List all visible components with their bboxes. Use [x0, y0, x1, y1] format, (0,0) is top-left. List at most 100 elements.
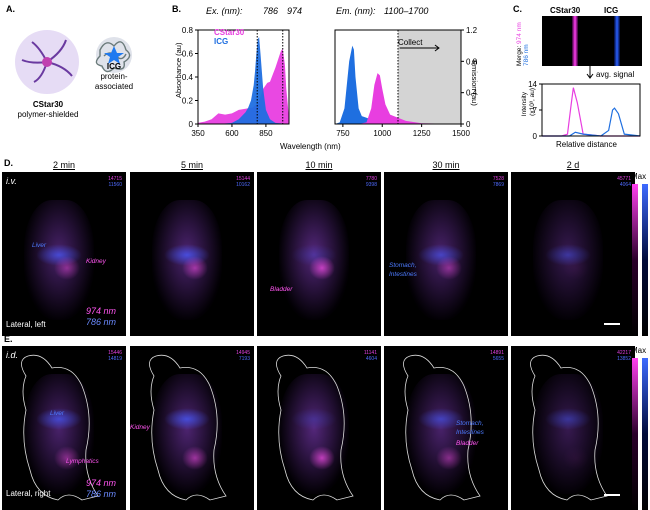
em-ytick: 0.8	[466, 57, 478, 66]
view-label: Lateral, left	[6, 320, 46, 329]
icg-star-icon	[104, 46, 124, 64]
em-label: Em. (nm):	[336, 6, 376, 16]
organ-liver: Liver	[32, 242, 47, 249]
profile-974-nm	[542, 87, 640, 137]
em-ytick: 0.4	[466, 89, 478, 98]
abs-ytick: 0.4	[182, 73, 194, 82]
mouse-outline	[403, 354, 481, 501]
c-ylabel2: (x10³, au)	[529, 88, 536, 116]
absorbance-series-cstar30	[198, 48, 289, 124]
c-ytick: 14	[528, 80, 537, 89]
count-786: 11560	[108, 182, 122, 188]
colorbar-max-label: Max	[631, 346, 647, 355]
timepoint-header: 2 d	[566, 160, 580, 170]
panel-c-chart: 0 7 14	[528, 80, 641, 141]
rowE-image-4: 42217 13852	[511, 346, 635, 510]
abs-ytick: 0.8	[182, 26, 194, 35]
abs-xtick: 850	[259, 129, 273, 138]
organ-kidney: Kidney	[86, 258, 106, 265]
count-974: 7528	[492, 176, 504, 182]
colorbar-974	[632, 358, 638, 510]
wavelength-974: 974 nm	[86, 478, 117, 488]
icg-sub1: protein-	[100, 72, 128, 81]
count-974: 45771	[617, 176, 631, 182]
intensity-counts: 42217 13852	[617, 350, 631, 362]
cstar30-sub: polymer-shielded	[17, 110, 79, 119]
abs-ytick: 0.2	[182, 97, 194, 106]
rowD-image-1: 15144 10162	[130, 172, 254, 336]
em-xtick: 1500	[452, 129, 470, 138]
rowE-image-0: 15446 14819	[2, 346, 126, 510]
rowE-image-1: 14945 7193	[130, 346, 254, 510]
rowD-image-3: 7528 7869	[384, 172, 508, 336]
icg-sub2: associated	[94, 82, 134, 91]
count-786: 4604	[365, 356, 377, 362]
organ-intestines: Intestines	[389, 271, 417, 278]
route-label: i.d.	[6, 350, 19, 360]
ex-label: Ex. (nm):	[206, 6, 243, 16]
scale-bar	[604, 323, 620, 325]
ex-786: 786	[263, 6, 279, 16]
abs-ytick: 0	[189, 120, 194, 129]
abs-ytick: 0.6	[182, 50, 194, 59]
abs-xtick: 600	[225, 129, 239, 138]
wavelength-974: 974 nm	[86, 306, 117, 316]
panel-c-label: C.	[513, 4, 522, 14]
emission-series-icg	[335, 45, 461, 124]
count-974: 14891	[490, 350, 504, 356]
intensity-counts: 45771 4064	[617, 176, 631, 188]
rowE-image-3: 14891 5655	[384, 346, 508, 510]
intensity-counts: 15446 14819	[108, 350, 122, 362]
organ-kidney: Kidney	[130, 424, 150, 431]
panel-b-chart: 0 0.2 0.4 0.6 0.8 350 600 850 0 0.4 0.8 1.2 750 1000…	[182, 26, 478, 138]
count-974: 15446	[108, 350, 122, 356]
count-786: 7869	[492, 182, 504, 188]
c-frame	[541, 83, 641, 137]
wavelength-786: 786 nm	[86, 489, 117, 499]
organ-bladder: Bladder	[456, 440, 479, 447]
colorbar-786	[642, 358, 648, 510]
intensity-counts: 11141 4604	[364, 350, 377, 362]
b-xlabel: Wavelength (nm)	[280, 142, 341, 151]
collect-arrow-icon	[434, 44, 440, 52]
count-974: 11141	[363, 350, 377, 356]
em-xtick: 1250	[413, 129, 431, 138]
collect-label: Collect	[398, 38, 423, 47]
c-col2: ICG	[604, 6, 619, 15]
count-974: 42217	[617, 350, 631, 356]
intensity-counts: 15144 10162	[236, 176, 250, 188]
em-xtick: 750	[336, 129, 350, 138]
collection-window	[398, 30, 461, 124]
em-ytick: 1.2	[466, 26, 478, 35]
wavelength-786: 786 nm	[86, 317, 117, 327]
rowD-image-4: 45771 4064	[511, 172, 635, 336]
count-786: 9398	[365, 182, 377, 188]
down-arrow-icon	[586, 66, 594, 79]
b-ylabel-right: Emission (au)	[470, 60, 479, 106]
view-label: Lateral, right	[6, 489, 51, 498]
rowD-image-0: 14715 11560	[2, 172, 126, 336]
count-786: 4064	[619, 182, 631, 188]
panel-b-label: B.	[172, 4, 181, 14]
c-ytick: 0	[533, 132, 538, 141]
rowE-image-2: 11141 4604	[257, 346, 381, 510]
count-974: 7780	[365, 176, 377, 182]
count-786: 7193	[238, 356, 250, 362]
mouse-outline	[276, 354, 354, 501]
rowD-image-2: 7780 9398	[257, 172, 381, 336]
colorbar-786	[642, 184, 648, 336]
organ-lymphatics: Lymphatics	[66, 458, 99, 465]
mouse-outline	[21, 354, 99, 501]
scale-bar	[604, 494, 620, 496]
intensity-counts: 7528 7869	[493, 176, 504, 188]
cstar30-name: CStar30	[32, 100, 64, 109]
em-xtick: 1000	[373, 129, 391, 138]
count-974: 15144	[236, 176, 250, 182]
c-col1: CStar30	[550, 6, 581, 15]
panel-e-label: E.	[4, 334, 13, 344]
em-frame	[334, 29, 462, 125]
legend-icg: ICG	[214, 37, 229, 46]
intensity-counts: 14945 7193	[236, 350, 250, 362]
em-range: 1100–1700	[384, 6, 429, 16]
profile-786-nm	[542, 107, 641, 137]
